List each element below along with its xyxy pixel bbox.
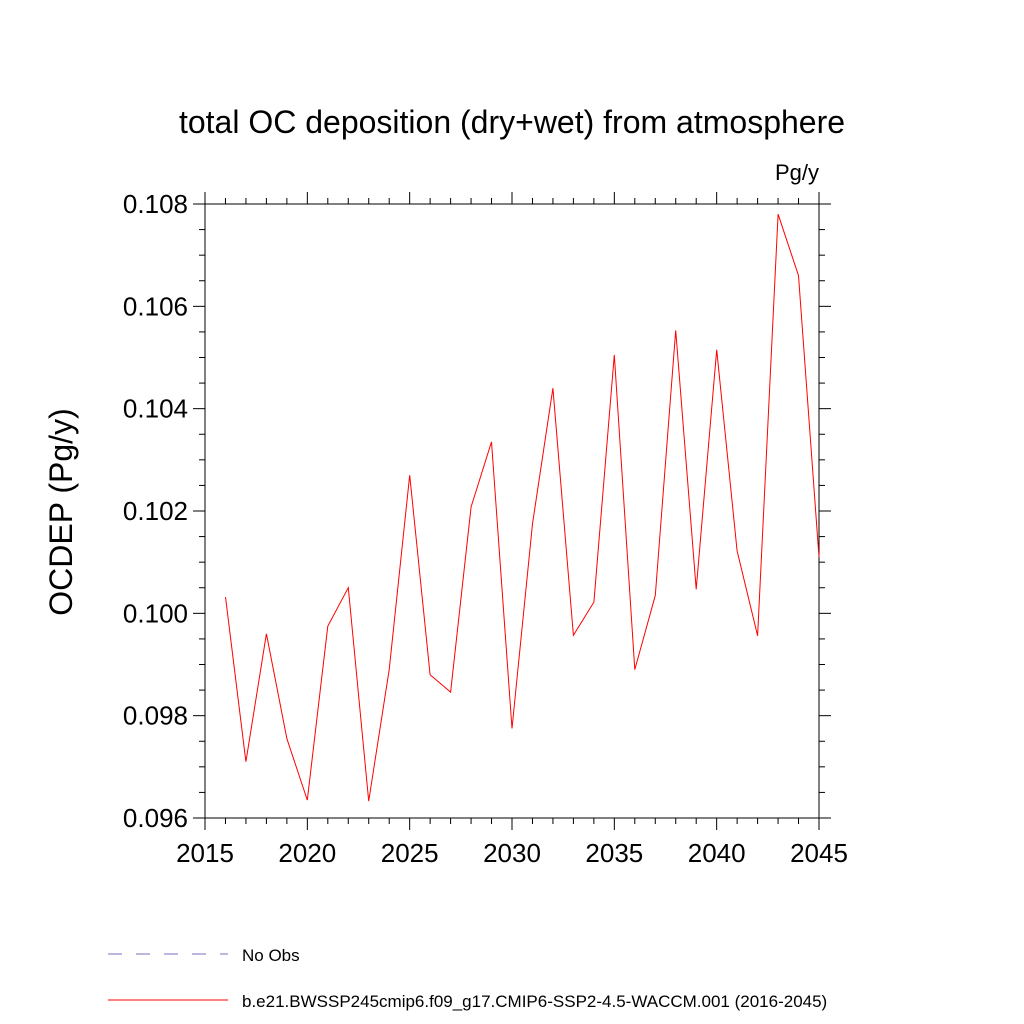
y-axis-label: OCDEP (Pg/y) <box>43 408 79 615</box>
series-line <box>225 214 820 802</box>
y-tick-label: 0.104 <box>123 394 188 424</box>
y-tick-label: 0.102 <box>123 496 188 526</box>
y-tick-label: 0.100 <box>123 598 188 628</box>
y-tick-label: 0.106 <box>123 291 188 321</box>
x-tick-label: 2040 <box>688 838 746 868</box>
x-tick-label: 2030 <box>483 838 541 868</box>
legend-label: b.e21.BWSSP245cmip6.f09_g17.CMIP6-SSP2-4… <box>242 992 827 1011</box>
y-tick-label: 0.098 <box>123 701 188 731</box>
y-tick-label: 0.108 <box>123 189 188 219</box>
legend-label: No Obs <box>242 946 300 965</box>
x-tick-label: 2015 <box>176 838 234 868</box>
x-tick-label: 2035 <box>585 838 643 868</box>
chart-title: total OC deposition (dry+wet) from atmos… <box>179 104 845 140</box>
x-tick-label: 2025 <box>381 838 439 868</box>
y-tick-label: 0.096 <box>123 803 188 833</box>
x-tick-label: 2020 <box>278 838 336 868</box>
x-tick-label: 2045 <box>790 838 848 868</box>
units-label: Pg/y <box>775 160 819 185</box>
